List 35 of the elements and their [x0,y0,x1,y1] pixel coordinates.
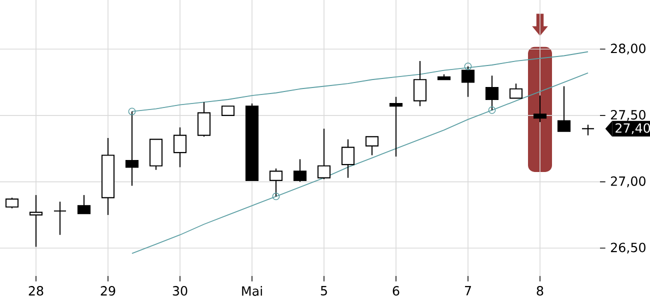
y-tick-label: 27,50 [610,110,646,121]
candlestick [29,194,43,248]
candlestick [5,197,19,209]
point [272,192,280,200]
candlestick [509,83,523,99]
candlestick [317,128,331,180]
candlestick [293,158,307,182]
y-tick-label: 27,00 [610,176,646,188]
candlestick [413,60,427,107]
point [128,108,136,116]
candlestick [197,102,211,138]
candlestick [53,201,67,236]
candlestick [389,96,403,158]
x-tick-label: Mai [242,286,262,296]
y-tick-label: 28,00 [610,44,646,55]
candlestick [341,138,355,178]
x-tick-label: 29 [100,286,116,296]
y-tick-label: 26,50 [610,242,646,254]
point [488,106,496,114]
x-tick-label: 8 [536,286,544,296]
x-tick-label: 28 [28,286,44,296]
candlestick [533,95,547,123]
x-tick-label: 6 [392,286,400,296]
candlestick [365,136,379,156]
point [464,62,472,70]
x-tick-label: 30 [172,286,188,296]
candlestick [221,106,235,116]
candlestick [77,194,91,214]
text: 27,40 [616,123,650,134]
x-tick-label: 5 [320,286,327,296]
candlestick [581,124,595,136]
candlestick [173,126,187,168]
line-series [132,51,588,112]
candlestick [557,86,571,132]
x-tick-label: 7 [465,286,471,296]
